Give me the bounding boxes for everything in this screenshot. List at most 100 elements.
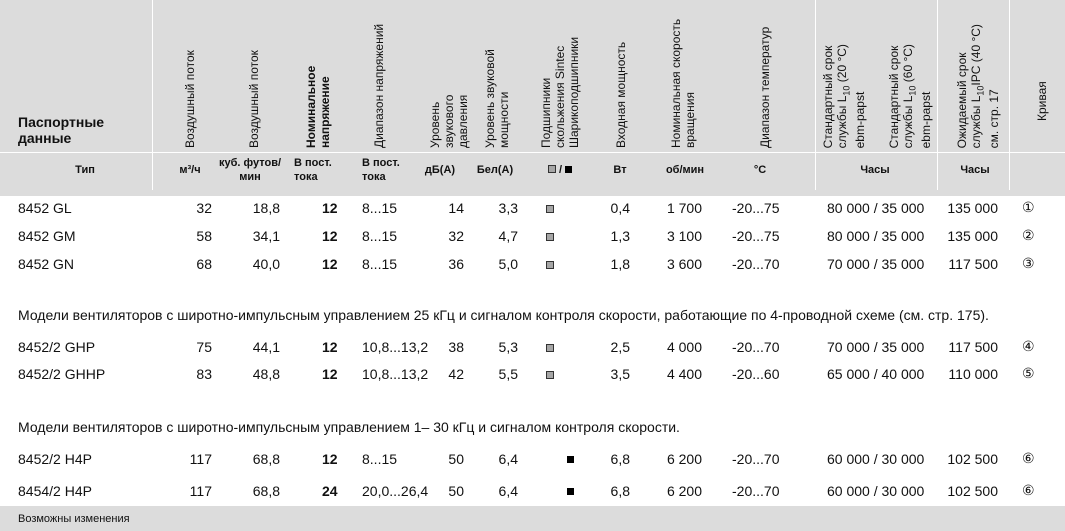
table-cell: 83 (196, 366, 212, 382)
table-cell: 8452 GN (18, 256, 75, 272)
table-cell: 40,0 (252, 256, 280, 272)
table-cell: 8452/2 GHP (18, 339, 96, 355)
table-cell: 12 (322, 366, 338, 382)
table-cell: ⑥ (1022, 450, 1035, 466)
table-cell: 68 (196, 256, 212, 272)
table-cell: 2,5 (610, 339, 630, 355)
table-cell: 4 000 (666, 339, 702, 355)
note1-band (0, 278, 1065, 328)
table-cell: 4,7 (498, 228, 518, 244)
table-cell: 32 (196, 200, 212, 216)
table-cell: 68,8 (252, 451, 280, 467)
table-cell: 44,1 (252, 339, 280, 355)
table-cell: 3 600 (666, 256, 702, 272)
table-cell: 5,0 (498, 256, 518, 272)
bearing-sintec-marker (546, 371, 554, 379)
table-cell: 8...15 (362, 256, 398, 272)
table-cell: 8452/2 H4P (18, 451, 92, 467)
header-band (0, 0, 1065, 190)
unit-swl: Бел(A) (476, 164, 514, 176)
table-cell: -20...75 (732, 228, 780, 244)
table-cell: -20...60 (732, 366, 780, 382)
unit-life-exp: Часы (960, 164, 990, 176)
table-cell: 75 (196, 339, 212, 355)
table-cell: 60 000 / 30 000 (827, 483, 925, 499)
col-header-flow2: Воздушный поток (247, 50, 261, 148)
group-note: Модели вентиляторов с широтно-импульсным… (18, 419, 680, 435)
col-header-life60: Стандартный срок службы L10 (60 °C) ebm-pa… (887, 43, 934, 148)
table-cell: 117 500 (948, 256, 998, 272)
col-header-voltage-range: Диапазон напряжений (372, 23, 386, 148)
unit-spl: дБ(A) (424, 164, 456, 176)
bearing-sintec-marker (546, 233, 554, 241)
col-header-spl: Уровень звукового давления (428, 94, 470, 148)
table-cell: 0,4 (610, 200, 630, 216)
table-cell: -20...70 (732, 451, 780, 467)
unit-flow1: м³/ч (179, 164, 201, 176)
table-cell: 110 000 (948, 366, 998, 382)
table-cell: 48,8 (252, 366, 280, 382)
unit-life-std: Часы (860, 164, 890, 176)
bearing-sintec-marker (546, 205, 554, 213)
table-cell: 6 200 (666, 483, 702, 499)
table-cell: 12 (322, 256, 338, 272)
table-cell: 24 (322, 483, 338, 499)
table-cell: 1 700 (666, 200, 702, 216)
table-cell: 6 200 (666, 451, 702, 467)
table-cell: 117 500 (948, 339, 998, 355)
bearing-ball-marker (567, 456, 574, 463)
unit-nom-voltage: В пост. тока (294, 157, 332, 183)
unit-flow2: куб. футов/ мин (218, 157, 282, 183)
table-cell: -20...70 (732, 483, 780, 499)
table-cell: 80 000 / 35 000 (827, 200, 925, 216)
table-cell: -20...75 (732, 200, 780, 216)
table-cell: ① (1022, 199, 1035, 215)
table-cell: ⑤ (1022, 365, 1035, 381)
table-cell: 6,4 (498, 483, 518, 499)
table-cell: 14 (448, 200, 464, 216)
table-cell: 5,5 (498, 366, 518, 382)
table-cell: 1,8 (610, 256, 630, 272)
bearing-sintec-marker (546, 344, 554, 352)
table-cell: 65 000 / 40 000 (827, 366, 925, 382)
unit-speed: об/мин (665, 164, 705, 176)
table-cell: 8...15 (362, 451, 398, 467)
table-cell: 42 (448, 366, 464, 382)
unit-bearing: / (540, 163, 580, 177)
table-cell: 58 (196, 228, 212, 244)
col-header-power: Входная мощность (614, 41, 628, 148)
unit-voltage-range: В пост. тока (362, 157, 400, 183)
table-cell: 135 000 (947, 200, 998, 216)
table-cell: 20,0...26,4 (362, 483, 429, 499)
col-header-speed: Номинальная скорость вращения (669, 18, 697, 148)
table-cell: 8454/2 H4P (18, 483, 92, 499)
unit-power: Вт (613, 164, 627, 176)
group1-band (0, 190, 1065, 278)
table-cell: 1,3 (610, 228, 630, 244)
header-title: Паспортные данные (18, 114, 105, 146)
table-cell: 12 (322, 228, 338, 244)
table-cell: ③ (1022, 255, 1035, 271)
table-cell: 5,3 (498, 339, 518, 355)
table-cell: 8...15 (362, 228, 398, 244)
col-header-temp: Диапазон температур (758, 26, 772, 148)
col-header-flow1: Воздушный поток (183, 50, 197, 148)
col-header-swl: Уровень звуковой мощности (483, 49, 511, 148)
col-header-bearing: Подшипники скольжения Sintec Шарикоподшипн… (539, 36, 581, 148)
table-cell: 4 400 (666, 366, 702, 382)
table-cell: 10,8...13,2 (362, 339, 429, 355)
table-cell: 60 000 / 30 000 (827, 451, 925, 467)
unit-temp: °C (753, 164, 767, 176)
table-cell: ② (1022, 227, 1035, 243)
table-cell: -20...70 (732, 256, 780, 272)
table-cell: 36 (448, 256, 464, 272)
footer-note: Возможны изменения (18, 513, 130, 525)
table-cell: 70 000 / 35 000 (827, 339, 925, 355)
table-cell: 102 500 (947, 451, 998, 467)
table-cell: 32 (448, 228, 464, 244)
table-cell: 8...15 (362, 200, 398, 216)
table-cell: 68,8 (252, 483, 280, 499)
table-cell: 3,5 (610, 366, 630, 382)
table-cell: -20...70 (732, 339, 780, 355)
table-cell: 6,4 (498, 451, 518, 467)
